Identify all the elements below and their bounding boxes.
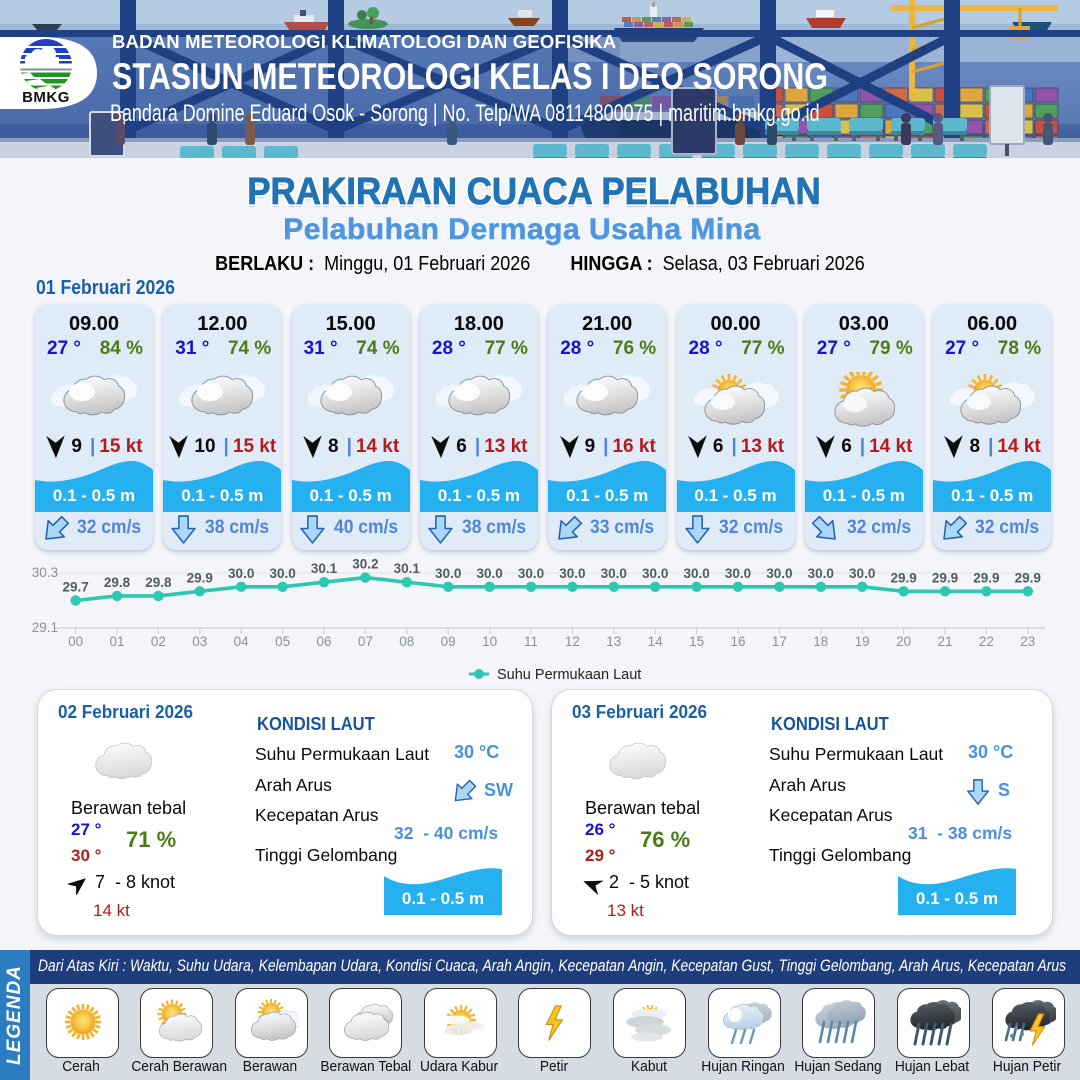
svg-text:02: 02 (151, 634, 166, 649)
svg-text:29.7: 29.7 (62, 580, 88, 595)
svg-text:29.1: 29.1 (32, 620, 58, 635)
svg-text:29.9: 29.9 (1015, 570, 1041, 585)
svg-text:30.0: 30.0 (518, 566, 544, 581)
svg-text:30.0: 30.0 (642, 566, 668, 581)
svg-text:30.0: 30.0 (559, 566, 585, 581)
svg-text:30.0: 30.0 (766, 566, 792, 581)
svg-text:30.0: 30.0 (725, 566, 751, 581)
svg-text:29.8: 29.8 (104, 575, 131, 590)
svg-text:21: 21 (937, 634, 952, 649)
svg-text:17: 17 (772, 634, 787, 649)
svg-text:30.1: 30.1 (394, 561, 421, 576)
svg-text:20: 20 (896, 634, 911, 649)
svg-text:01: 01 (109, 634, 124, 649)
svg-text:06: 06 (316, 634, 331, 649)
svg-text:29.9: 29.9 (973, 570, 999, 585)
svg-text:30.0: 30.0 (269, 566, 295, 581)
svg-text:08: 08 (399, 634, 414, 649)
svg-text:00: 00 (68, 634, 83, 649)
svg-text:07: 07 (358, 634, 373, 649)
svg-text:23: 23 (1020, 634, 1035, 649)
svg-text:10: 10 (482, 634, 497, 649)
svg-text:16: 16 (730, 634, 745, 649)
svg-text:04: 04 (234, 634, 250, 649)
svg-text:Suhu Permukaan Laut: Suhu Permukaan Laut (497, 667, 641, 683)
svg-text:15: 15 (689, 634, 704, 649)
svg-text:29.8: 29.8 (145, 575, 172, 590)
svg-text:22: 22 (979, 634, 994, 649)
svg-text:03: 03 (192, 634, 207, 649)
svg-text:19: 19 (855, 634, 870, 649)
svg-text:13: 13 (606, 634, 621, 649)
svg-text:05: 05 (275, 634, 290, 649)
svg-text:BMKG: BMKG (22, 89, 70, 106)
svg-text:18: 18 (813, 634, 828, 649)
svg-text:30.0: 30.0 (476, 566, 502, 581)
svg-text:30.2: 30.2 (352, 557, 378, 572)
svg-text:30.0: 30.0 (601, 566, 627, 581)
svg-text:30.0: 30.0 (808, 566, 834, 581)
svg-text:11: 11 (524, 634, 538, 649)
svg-text:12: 12 (565, 634, 580, 649)
svg-text:09: 09 (441, 634, 456, 649)
svg-text:30.0: 30.0 (849, 566, 875, 581)
svg-text:30.3: 30.3 (32, 565, 58, 580)
svg-text:29.9: 29.9 (932, 570, 958, 585)
svg-text:29.9: 29.9 (187, 570, 213, 585)
svg-text:14: 14 (648, 634, 664, 649)
svg-text:30.0: 30.0 (435, 566, 461, 581)
svg-text:30.0: 30.0 (228, 566, 254, 581)
svg-text:29.9: 29.9 (890, 570, 916, 585)
svg-text:30.1: 30.1 (311, 561, 338, 576)
svg-text:30.0: 30.0 (683, 566, 709, 581)
